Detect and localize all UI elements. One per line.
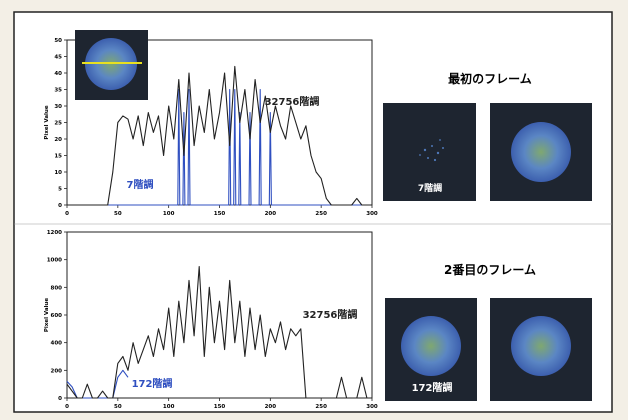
y-tick-label: 45 [54, 55, 62, 61]
disk-image [511, 122, 571, 182]
disk-image [401, 316, 461, 376]
y-tick-label: 10 [54, 170, 62, 176]
y-tick-label: 0 [58, 396, 62, 402]
y-axis-label: Pixel Value [44, 105, 50, 139]
y-tick-label: 1200 [47, 230, 62, 236]
y-tick-label: 800 [51, 285, 63, 291]
y-tick-label: 5 [58, 187, 62, 193]
image-label: 172階調 [412, 381, 453, 394]
y-tick-label: 400 [51, 341, 63, 347]
y-tick-label: 25 [54, 121, 62, 127]
y-tick-label: 600 [51, 313, 63, 319]
panel-title: 最初のフレーム [448, 71, 532, 86]
x-tick-label: 200 [265, 404, 277, 410]
x-tick-label: 250 [315, 211, 327, 217]
y-tick-label: 20 [54, 137, 62, 143]
x-tick-label: 100 [163, 404, 175, 410]
panel-title: 2番目のフレーム [444, 262, 536, 277]
y-tick-label: 1000 [47, 258, 62, 264]
image-label: 7階調 [418, 182, 442, 194]
y-tick-label: 15 [54, 154, 62, 160]
y-tick-label: 30 [54, 104, 62, 110]
x-tick-label: 0 [65, 404, 69, 410]
y-tick-label: 0 [58, 203, 62, 209]
figure: 最初のフレーム 7階調 2番目のフレーム 172階調 0 5 10 15 20 25 30 3… [0, 0, 628, 416]
x-tick-label: 100 [163, 211, 175, 217]
x-tick-label: 50 [114, 404, 122, 410]
series-name: 32756階調 [265, 95, 320, 108]
y-axis-label: Pixel Value [44, 298, 50, 332]
x-tick-label: 150 [214, 211, 226, 217]
y-tick-label: 200 [51, 368, 63, 374]
y-tick-label: 40 [54, 71, 62, 77]
disk-image [511, 316, 571, 376]
x-tick-label: 300 [366, 404, 378, 410]
x-tick-label: 250 [315, 404, 327, 410]
x-tick-label: 300 [366, 211, 378, 217]
x-tick-label: 0 [65, 211, 69, 217]
x-tick-label: 200 [265, 211, 277, 217]
y-tick-label: 50 [54, 38, 62, 44]
x-tick-label: 50 [114, 211, 122, 217]
series-name: 7階調 [127, 178, 154, 191]
x-tick-label: 150 [214, 404, 226, 410]
y-tick-label: 35 [54, 88, 62, 94]
series-name: 32756階調 [303, 308, 358, 321]
series-name: 172階調 [132, 377, 173, 390]
